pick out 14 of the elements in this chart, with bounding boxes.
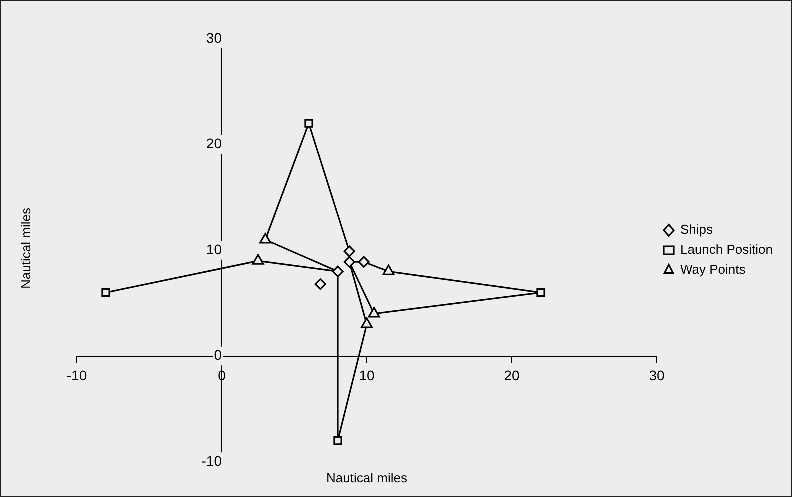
y-tick-label: 10: [206, 241, 222, 258]
legend-label: Launch Position: [680, 242, 774, 258]
x-tick-label: -10: [66, 368, 88, 384]
x-tick-label: 10: [359, 368, 375, 384]
y-axis-title: Nautical miles: [18, 207, 34, 291]
legend-label: Ships: [680, 222, 714, 238]
x-tick-label: 30: [649, 368, 665, 384]
y-tick-label: 30: [206, 30, 222, 46]
x-tick-label: 20: [504, 368, 520, 384]
y-tick-label: 20: [206, 136, 222, 152]
x-axis-title: Nautical miles: [326, 470, 408, 486]
legend-label: Way Points: [680, 262, 746, 278]
y-tick-label: -10: [202, 452, 222, 469]
y-tick-label: 0: [214, 347, 222, 364]
